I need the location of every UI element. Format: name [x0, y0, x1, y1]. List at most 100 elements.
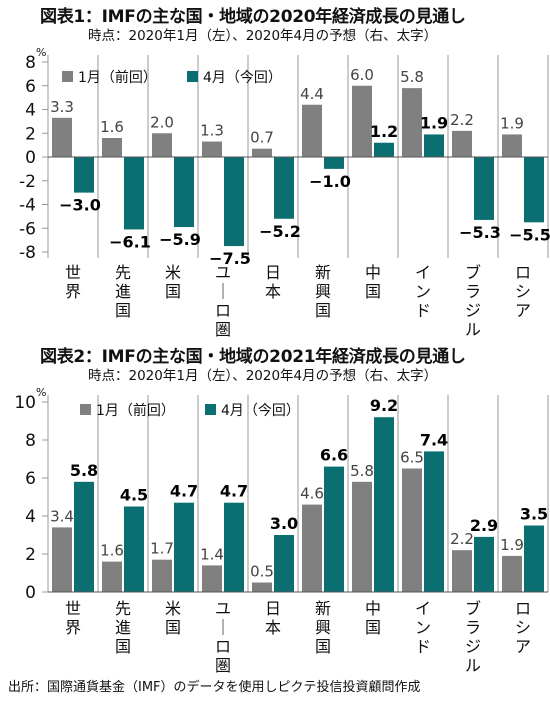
x-tick-label: 世界	[65, 263, 81, 301]
y-tick-label: -2	[19, 172, 36, 192]
bar-prev	[302, 504, 322, 592]
bar-curr	[374, 417, 394, 592]
y-tick-label: 6	[25, 469, 36, 489]
data-label-prev: 5.8	[400, 68, 424, 86]
x-tick-label: ブラジル	[465, 263, 481, 339]
chart-2020: 図表1：IMFの主な国・地域の2020年経済成長の見通し 時点：2020年1月（…	[0, 0, 550, 340]
bar-prev	[152, 133, 172, 157]
data-label-curr: −1.0	[309, 172, 351, 191]
x-tick-label: 新興国	[315, 263, 331, 320]
x-tick-label: 先進国	[115, 599, 131, 656]
legend-label-prev: 1月（前回）	[96, 402, 175, 419]
x-tick-label: 先進国	[115, 263, 131, 320]
chart-subtitle: 時点：2020年1月（左）、2020年4月の予想（右、太字）	[88, 368, 438, 384]
bar-prev	[102, 138, 122, 157]
y-tick-label: 4	[25, 101, 36, 121]
bar-prev	[202, 141, 222, 157]
data-label-curr: −6.1	[109, 232, 151, 251]
data-label-prev: 1.9	[500, 114, 524, 132]
legend-label-prev: 1月（前回）	[78, 69, 157, 86]
y-unit-label: %	[36, 46, 46, 59]
bar-curr	[224, 502, 244, 592]
y-tick-label: 6	[25, 77, 36, 97]
chart-plot-area: 10 8 6 4 2 0% 3.4 1.6 1.7 1.4 0.5 4.6 5.8 6.5 2.2 1.9 5.…	[14, 386, 549, 675]
bar-prev	[352, 481, 372, 592]
x-tick-label: 米国	[165, 599, 181, 637]
x-tick-label: ブラジル	[465, 599, 481, 675]
data-label-curr: 7.4	[420, 430, 448, 449]
y-tick-label: -8	[19, 243, 36, 263]
data-label-prev: 1.6	[100, 542, 124, 560]
data-label-prev: 0.5	[250, 563, 274, 581]
data-label-prev: 4.4	[300, 85, 324, 103]
data-label-curr: 4.7	[220, 482, 248, 501]
y-tick-label: 0	[25, 583, 36, 603]
bar-prev	[152, 559, 172, 592]
x-tick-label: ユ｜ロ圏	[215, 599, 231, 675]
bar-prev	[252, 148, 272, 157]
bar-prev	[452, 130, 472, 157]
legend-swatch-curr	[205, 404, 216, 415]
chart-2021: 図表2：IMFの主な国・地域の2021年経済成長の見通し 時点：2020年1月（…	[0, 340, 550, 675]
data-label-curr: 3.5	[520, 505, 548, 524]
data-label-prev: 2.0	[150, 113, 174, 131]
data-label-curr: −5.9	[159, 230, 201, 249]
y-tick-label: -4	[19, 196, 36, 216]
data-label-prev: 1.3	[200, 122, 224, 140]
x-tick-label: ロシア	[515, 263, 531, 320]
bar-prev	[52, 527, 72, 592]
bar-prev	[302, 104, 322, 157]
bar-curr	[174, 157, 194, 228]
bar-curr	[124, 157, 144, 230]
y-tick-label: 0	[25, 148, 36, 168]
data-label-prev: 1.6	[100, 118, 124, 136]
x-tick-label: 日本	[265, 263, 281, 301]
x-tick-label: 新興国	[315, 599, 331, 656]
bar-prev	[352, 85, 372, 157]
x-tick-label: ユ｜ロ圏	[215, 263, 231, 339]
bar-curr	[274, 535, 294, 592]
bar-curr	[524, 157, 544, 223]
data-label-curr: 1.2	[370, 122, 398, 141]
data-label-curr: 3.0	[270, 514, 298, 533]
x-tick-label: 日本	[265, 599, 281, 637]
bar-prev	[502, 555, 522, 592]
x-tick-label: 中国	[365, 263, 381, 301]
bar-prev	[202, 565, 222, 592]
bar-curr	[74, 157, 94, 193]
y-tick-label: 10	[14, 393, 36, 413]
chart-subtitle: 時点：2020年1月（左）、2020年4月の予想（右、太字）	[88, 28, 438, 44]
data-label-curr: 5.8	[70, 461, 98, 480]
data-label-prev: 4.6	[300, 485, 324, 503]
data-label-curr: −3.0	[59, 196, 101, 215]
bar-curr	[374, 142, 394, 157]
bar-curr	[474, 536, 494, 592]
data-label-prev: 5.8	[350, 462, 374, 480]
y-tick-label: 2	[25, 545, 36, 565]
data-label-curr: −7.5	[209, 249, 251, 268]
source-note: 出所：国際通貨基金（IMF）のデータを使用しピクテ投信投資顧問作成	[8, 680, 421, 695]
data-label-curr: 2.9	[470, 516, 498, 535]
y-tick-label: -6	[19, 219, 36, 239]
bar-curr	[424, 134, 444, 157]
bar-prev	[502, 134, 522, 157]
x-tick-label: 中国	[365, 599, 381, 637]
y-tick-label: 8	[25, 53, 36, 73]
data-label-curr: 6.6	[320, 446, 348, 465]
data-label-prev: 3.3	[50, 98, 74, 116]
bar-prev	[452, 550, 472, 592]
data-label-prev: 1.4	[200, 545, 224, 563]
bar-prev	[402, 88, 422, 157]
x-tick-label: インド	[415, 263, 431, 320]
data-label-prev: 2.2	[450, 111, 474, 129]
bar-curr	[324, 466, 344, 592]
legend-swatch-prev	[80, 404, 91, 415]
bar-curr	[74, 481, 94, 592]
bar-curr	[524, 525, 544, 592]
data-label-curr: −5.3	[459, 223, 501, 242]
data-label-curr: −5.2	[259, 222, 301, 241]
chart-title: 図表1：IMFの主な国・地域の2020年経済成長の見通し	[40, 7, 466, 27]
bar-prev	[102, 561, 122, 592]
bar-prev	[52, 117, 72, 157]
data-label-curr: 4.7	[170, 482, 198, 501]
